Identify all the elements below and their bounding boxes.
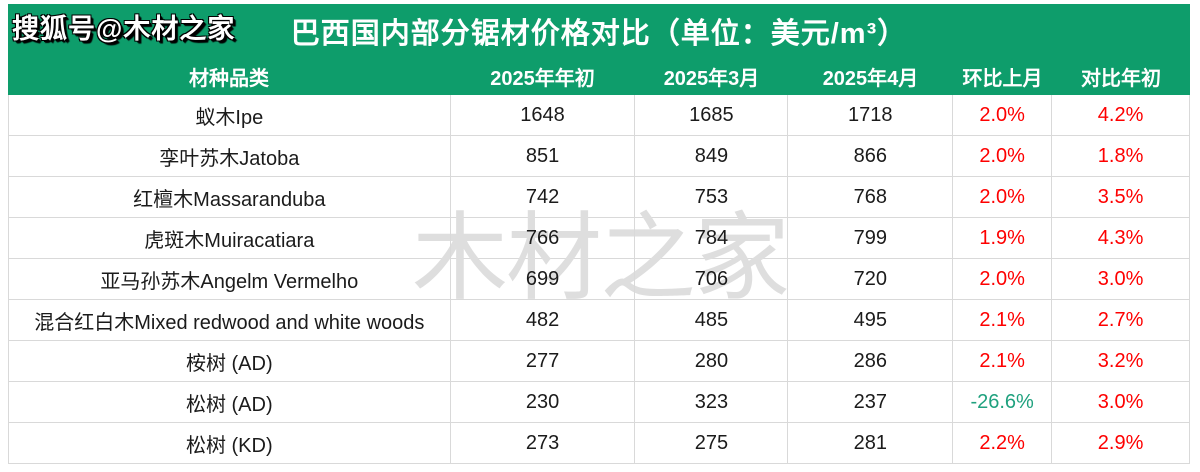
value-cell: 851 [451,136,636,176]
value-cell: 1718 [788,95,954,135]
value-cell: 230 [451,382,636,422]
value-cell: 699 [451,259,636,299]
table-row: 桉树 (AD) 277 280 286 2.1% 3.2% [9,341,1191,382]
species-cell: 孪叶苏木Jatoba [9,136,451,176]
value-cell: 849 [635,136,789,176]
value-cell: 1.9% [953,218,1053,258]
value-cell: 2.1% [953,341,1053,381]
table-header-row: 材种品类 2025年年初 2025年3月 2025年4月 环比上月 对比年初 [8,57,1190,95]
value-cell: 485 [635,300,789,340]
value-cell: 3.5% [1052,177,1191,217]
value-cell: 3.2% [1052,341,1191,381]
species-cell: 虎斑木Muiracatiara [9,218,451,258]
value-cell: 273 [451,423,636,463]
value-cell: 866 [788,136,954,176]
value-cell: 2.7% [1052,300,1191,340]
table-row: 松树 (AD) 230 323 237 -26.6% 3.0% [9,382,1191,423]
value-cell: 277 [451,341,636,381]
value-cell: 482 [451,300,636,340]
value-cell: 2.2% [953,423,1053,463]
sohu-account-watermark: 搜狐号@木材之家 [12,14,236,44]
value-cell: 799 [788,218,954,258]
value-cell: 720 [788,259,954,299]
value-cell: 706 [635,259,789,299]
column-header: 环比上月 [962,67,1043,90]
value-cell: 3.0% [1052,259,1191,299]
column-header: 2025年4月 [822,67,919,90]
value-cell: 2.0% [953,136,1053,176]
value-cell: 286 [788,341,954,381]
value-cell: 784 [635,218,789,258]
value-cell: 2.1% [953,300,1053,340]
value-cell: 2.9% [1052,423,1191,463]
value-cell: 766 [451,218,636,258]
value-cell: 768 [788,177,954,217]
value-cell: 237 [788,382,954,422]
table-body: 蚁木Ipe 1648 1685 1718 2.0% 4.2% 孪叶苏木Jatoba 851 84… [8,95,1191,464]
table-row: 蚁木Ipe 1648 1685 1718 2.0% 4.2% [9,95,1191,136]
value-cell: 742 [451,177,636,217]
value-cell: 1648 [451,95,636,135]
column-header: 2025年年初 [490,67,595,90]
table-title: 巴西国内部分锯材价格对比（单位：美元/m³） [8,4,1190,57]
species-cell: 混合红白木Mixed redwood and white woods [9,300,451,340]
species-cell: 红檀木Massaranduba [9,177,451,217]
value-cell: -26.6% [953,382,1053,422]
species-cell: 松树 (KD) [9,423,451,463]
price-table: 巴西国内部分锯材价格对比（单位：美元/m³） 材种品类 2025年年初 2025年3… [8,4,1191,464]
value-cell: 2.0% [953,95,1053,135]
column-header: 2025年3月 [663,67,760,90]
species-cell: 松树 (AD) [9,382,451,422]
table-row: 亚马孙苏木Angelm Vermelho 699 706 720 2.0% 3.0% [9,259,1191,300]
table-row: 红檀木Massaranduba 742 753 768 2.0% 3.5% [9,177,1191,218]
table-row: 孪叶苏木Jatoba 851 849 866 2.0% 1.8% [9,136,1191,177]
table-row: 混合红白木Mixed redwood and white woods 482 485… [9,300,1191,341]
table-row: 虎斑木Muiracatiara 766 784 799 1.9% 4.3% [9,218,1191,259]
value-cell: 323 [635,382,789,422]
value-cell: 275 [635,423,789,463]
column-header: 材种品类 [189,67,269,90]
species-cell: 桉树 (AD) [9,341,451,381]
value-cell: 2.0% [953,259,1053,299]
value-cell: 4.3% [1052,218,1191,258]
column-header: 对比年初 [1081,67,1161,90]
table-row: 松树 (KD) 273 275 281 2.2% 2.9% [9,423,1191,464]
value-cell: 495 [788,300,954,340]
value-cell: 280 [635,341,789,381]
value-cell: 281 [788,423,954,463]
value-cell: 2.0% [953,177,1053,217]
species-cell: 蚁木Ipe [9,95,451,135]
value-cell: 753 [635,177,789,217]
value-cell: 3.0% [1052,382,1191,422]
species-cell: 亚马孙苏木Angelm Vermelho [9,259,451,299]
value-cell: 1.8% [1052,136,1191,176]
value-cell: 1685 [635,95,789,135]
value-cell: 4.2% [1052,95,1191,135]
